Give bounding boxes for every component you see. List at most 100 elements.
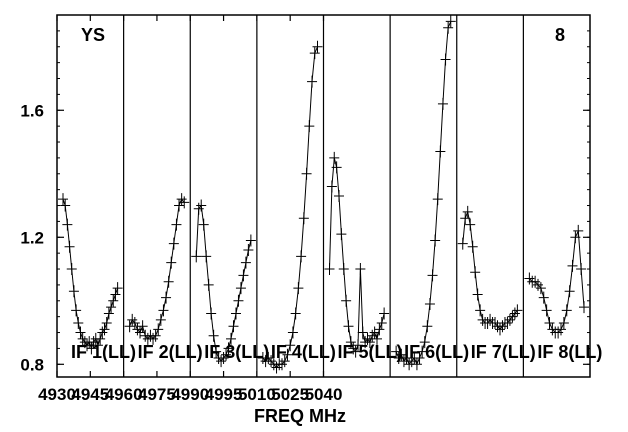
data-point — [512, 304, 523, 317]
panel-label: IF 8(LL) — [537, 342, 602, 362]
x-tick-label: 4995 — [205, 385, 243, 404]
y-tick-label: 0.8 — [20, 355, 44, 374]
data-point — [228, 320, 239, 333]
series-line — [129, 198, 185, 340]
panel-4 — [257, 40, 323, 374]
data-point — [379, 307, 390, 320]
data-point — [350, 345, 361, 358]
data-point — [124, 320, 135, 333]
data-point — [326, 180, 337, 193]
data-point — [312, 40, 323, 53]
data-point — [470, 266, 481, 279]
data-point — [524, 272, 535, 285]
data-point — [150, 329, 161, 342]
data-point — [364, 336, 375, 349]
data-point — [221, 348, 232, 361]
data-point — [348, 342, 359, 355]
data-point — [82, 339, 93, 352]
data-point — [171, 218, 182, 231]
panel-2 — [124, 193, 190, 345]
data-point — [472, 288, 483, 301]
data-point — [58, 193, 68, 206]
panel-dividers — [123, 15, 524, 377]
data-point — [62, 218, 73, 231]
x-tick-label: 4975 — [138, 385, 176, 404]
data-point — [541, 304, 552, 317]
data-point — [193, 202, 204, 215]
data-point — [243, 243, 254, 256]
corner-right-label: 8 — [555, 25, 565, 45]
data-point — [414, 351, 425, 364]
data-point — [558, 317, 569, 330]
data-point — [168, 237, 179, 250]
panel-5 — [324, 151, 390, 358]
data-point — [367, 329, 378, 342]
data-point — [437, 97, 448, 110]
data-point — [92, 339, 103, 352]
y-tick-label: 1.6 — [20, 101, 44, 120]
data-point — [208, 329, 219, 342]
data-point — [475, 304, 486, 317]
data-point — [282, 348, 293, 361]
panel-label: IF 4(LL) — [271, 342, 336, 362]
data-point — [430, 234, 441, 247]
data-point — [271, 361, 282, 374]
data-point — [230, 307, 241, 320]
data-point — [372, 332, 382, 345]
data-point — [266, 355, 277, 368]
data-point — [285, 339, 296, 352]
data-point — [153, 323, 164, 336]
data-point — [240, 256, 251, 269]
x-tick-label: 5025 — [271, 385, 309, 404]
panel-label: IF 5(LL) — [338, 342, 403, 362]
data-point — [276, 358, 287, 371]
data-point — [567, 259, 578, 272]
data-point — [64, 240, 75, 253]
x-axis-title: FREQ MHz — [254, 406, 346, 426]
data-point — [148, 332, 159, 345]
series-line — [262, 46, 318, 369]
data-point — [298, 212, 309, 225]
data-point — [570, 231, 581, 244]
data-point — [216, 355, 227, 368]
data-point — [166, 256, 177, 269]
data-point — [88, 336, 99, 349]
data-point — [440, 53, 451, 66]
data-point — [579, 301, 589, 314]
data-point — [86, 342, 97, 355]
data-point — [163, 275, 174, 288]
data-point — [334, 190, 344, 202]
data-point — [287, 326, 298, 339]
panel-6 — [391, 15, 456, 371]
data-point — [290, 307, 301, 320]
data-point — [66, 263, 77, 276]
data-point — [460, 212, 471, 225]
data-point — [355, 263, 366, 276]
data-point — [223, 342, 234, 355]
data-point — [544, 317, 555, 330]
data-point — [556, 323, 566, 336]
data-point — [112, 282, 123, 295]
data-point — [406, 355, 417, 368]
panel-label: IF 6(LL) — [404, 342, 469, 362]
data-point — [279, 355, 290, 368]
data-point — [176, 193, 187, 206]
data-point — [191, 250, 202, 263]
data-point — [235, 282, 246, 295]
data-point — [422, 320, 433, 333]
panel-7 — [457, 205, 523, 336]
data-point — [309, 47, 320, 60]
data-point — [494, 323, 505, 336]
panel-label: IF 1(LL) — [71, 342, 136, 362]
x-tick-label: 4930 — [38, 385, 76, 404]
series-line — [62, 199, 119, 350]
data-point — [103, 307, 114, 320]
data-point — [301, 167, 312, 180]
data-point — [490, 317, 501, 330]
data-point — [561, 304, 572, 317]
data-point — [106, 301, 117, 314]
panel-1 — [58, 193, 123, 355]
data-point — [108, 294, 119, 307]
data-point — [68, 285, 79, 298]
